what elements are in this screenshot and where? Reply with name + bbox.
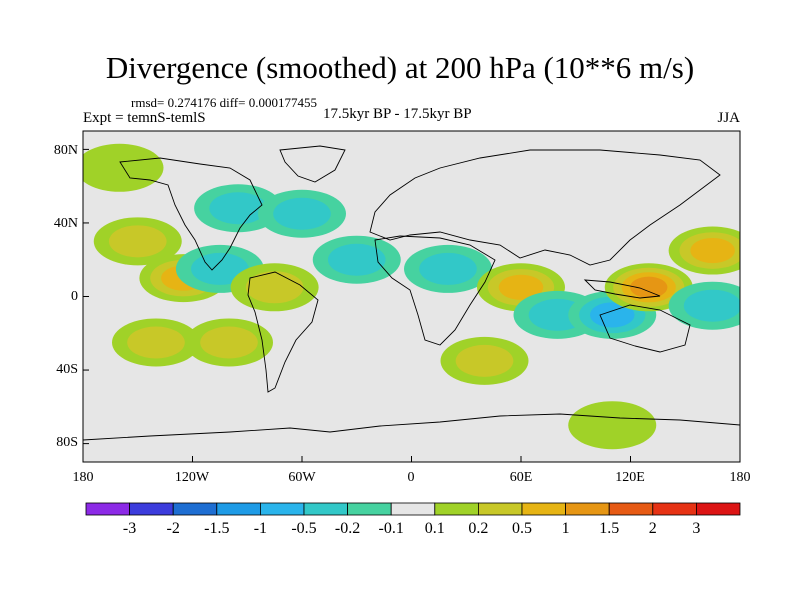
colorbar-label: -0.1 [378, 520, 404, 537]
colorbar-swatch [259, 502, 305, 516]
colorbar-label: 0.5 [512, 520, 532, 537]
map-panel [83, 131, 740, 462]
divergence-contour [568, 401, 657, 450]
colorbar-swatch [696, 502, 741, 516]
divergence-contour [273, 197, 331, 230]
colorbar-swatch [129, 502, 174, 516]
colorbar-label: 1.5 [599, 520, 620, 537]
lon-label-60w: 60W [288, 470, 316, 485]
lon-label-180w: 180 [72, 470, 94, 485]
maritime-continent [583, 279, 661, 299]
colorbar-swatch [85, 502, 130, 516]
colorbar-swatch [477, 502, 523, 516]
eurasia-coast [369, 149, 721, 266]
lon-label-120e: 120E [615, 470, 645, 485]
lon-label-180e: 180 [729, 470, 751, 485]
divergence-feature [404, 244, 492, 293]
greenland-coast [279, 145, 346, 183]
divergence-feature [440, 336, 529, 385]
period-label: 17.5kyr BP - 17.5kyr BP [323, 106, 472, 122]
colorbar-label: 0.2 [468, 520, 489, 537]
divergence-feature [668, 226, 740, 275]
experiment-label: Expt = temnS-temlS [83, 110, 206, 126]
divergence-feature [568, 401, 657, 450]
divergence-contour [683, 289, 740, 322]
colorbar-label: -1.5 [204, 520, 230, 537]
stats-line: rmsd= 0.274176 diff= 0.000177455 [131, 95, 317, 110]
divergence-contour [191, 252, 249, 285]
coastlines [83, 145, 740, 441]
divergence-contour [83, 143, 164, 192]
divergence-contour [108, 225, 167, 258]
australia-coast [599, 304, 691, 353]
divergence-feature [668, 281, 740, 330]
africa-coast [374, 235, 496, 346]
colorbar-swatch [608, 502, 654, 516]
colorbar-label: 0.1 [424, 520, 445, 537]
lat-label-40n: 40N [53, 216, 78, 231]
colorbar-swatch [303, 502, 348, 516]
lon-label-0: 0 [407, 470, 415, 485]
divergence-contour [630, 276, 668, 298]
colorbar-label: -0.5 [291, 520, 317, 537]
colorbar-label: 3 [692, 520, 701, 537]
divergence-contour [419, 252, 477, 285]
lat-label-80s: 80S [56, 435, 78, 450]
colorbar-label: 2 [648, 520, 657, 537]
divergence-contour [209, 192, 267, 225]
colorbar-swatch [347, 502, 392, 516]
divergence-contour [455, 344, 514, 377]
lat-label-40s: 40S [56, 362, 78, 377]
divergence-feature [258, 189, 346, 238]
north-america-coast [119, 157, 263, 271]
antarctica-coast [83, 413, 740, 441]
divergence-feature [230, 263, 319, 312]
colorbar-label: 1 [561, 520, 570, 537]
divergence-contour [245, 271, 304, 304]
divergence-contour [690, 237, 735, 264]
colorbar-swatch [390, 502, 436, 516]
divergence-contour [127, 326, 185, 359]
divergence-feature [604, 263, 693, 312]
colorbar-swatch [652, 502, 697, 516]
colorbar-swatch [434, 502, 479, 516]
divergence-contour [327, 243, 386, 276]
south-america-coast [247, 271, 319, 393]
divergence-contour [498, 274, 544, 300]
divergence-feature [312, 235, 401, 284]
divergence-feature [185, 318, 273, 367]
colorbar-label: -2 [166, 520, 180, 537]
colorbar-label: -3 [122, 520, 137, 537]
lat-label-0: 0 [71, 289, 78, 304]
divergence-field [83, 143, 740, 450]
colorbar-label: -0.2 [334, 520, 361, 537]
divergence-contour [589, 302, 635, 328]
map-title: Divergence (smoothed) at 200 hPa (10**6 … [105, 50, 695, 85]
colorbar-label: -1 [253, 520, 268, 537]
divergence-feature [93, 217, 182, 266]
divergence-feature [83, 143, 164, 192]
colorbar-swatch [216, 502, 261, 516]
divergence-feature [112, 318, 200, 367]
colorbar-swatch [172, 502, 218, 516]
divergence-feature [175, 244, 264, 293]
colorbar-swatch [521, 502, 566, 516]
divergence-contour [200, 326, 258, 359]
axis-ticks [82, 148, 741, 462]
colorbar-swatch [565, 502, 610, 516]
lat-label-80n: 80N [53, 143, 78, 158]
lon-label-120w: 120W [174, 470, 210, 485]
lon-label-60e: 60E [509, 470, 533, 485]
season-label: JJA [717, 110, 740, 126]
colorbar [85, 502, 741, 516]
